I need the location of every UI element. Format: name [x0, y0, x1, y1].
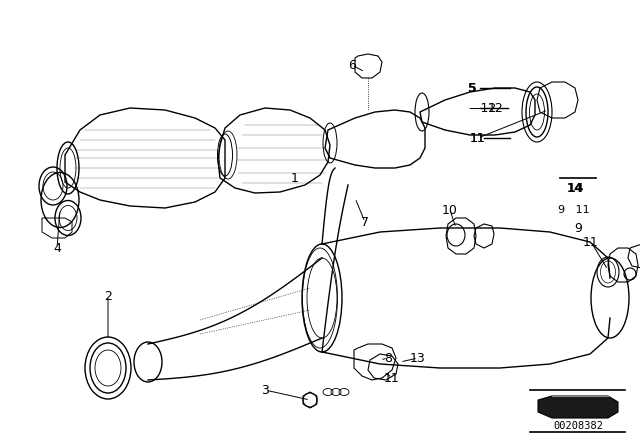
Text: 13: 13: [410, 352, 426, 365]
Text: 2: 2: [104, 289, 112, 302]
Text: 7: 7: [361, 215, 369, 228]
Text: 14: 14: [566, 181, 584, 194]
Text: 3: 3: [261, 383, 269, 396]
Polygon shape: [538, 396, 618, 418]
Text: 11: 11: [470, 132, 486, 145]
Text: —12: —12: [468, 102, 496, 115]
Text: 9: 9: [574, 221, 582, 234]
Text: 6: 6: [348, 59, 356, 72]
Text: 11: 11: [470, 132, 486, 145]
Text: 8: 8: [384, 352, 392, 365]
Text: 10: 10: [442, 203, 458, 216]
Text: 11: 11: [384, 371, 400, 384]
Text: 14: 14: [567, 181, 583, 194]
Text: 9   11: 9 11: [558, 205, 590, 215]
Text: 12: 12: [488, 102, 504, 115]
Text: 11: 11: [583, 236, 599, 249]
Text: 1: 1: [291, 172, 299, 185]
Text: 5: 5: [468, 82, 476, 95]
Text: 5: 5: [468, 82, 476, 95]
Text: 4: 4: [53, 241, 61, 254]
Text: 00208382: 00208382: [553, 421, 603, 431]
